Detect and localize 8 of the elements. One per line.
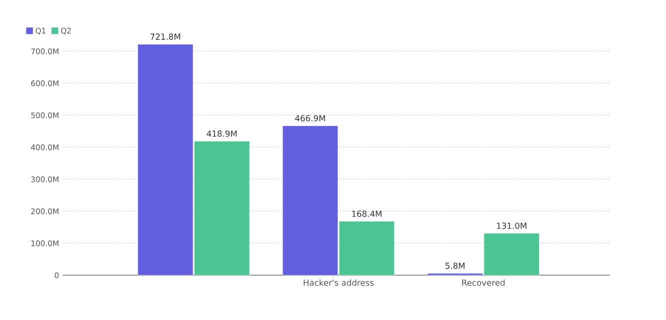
data-label: 418.9M [206,130,237,137]
x-tick-label: Recovered [462,279,505,286]
data-label: 168.4M [352,210,382,217]
data-label: 131.0M [497,222,526,229]
x-tick-label: Hacker's address [304,279,374,286]
data-label: 721.8M [150,34,180,40]
data-label: 5.8M [446,262,465,269]
data-label: 466.9M [295,115,325,122]
